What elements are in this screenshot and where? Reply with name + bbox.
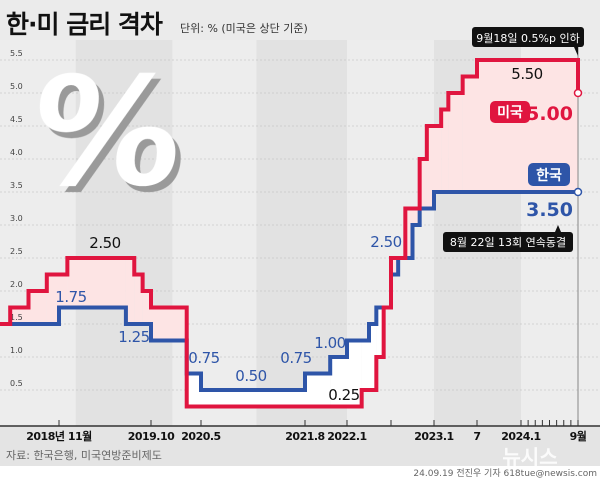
y-tick-label: 1.5	[10, 313, 23, 322]
korea-hold-callout: 8월 22일 13회 연속동결	[443, 225, 573, 252]
us-badge: 미국	[490, 101, 530, 123]
x-axis-band	[0, 426, 600, 466]
gap-segment	[151, 307, 187, 341]
gap-segment	[391, 258, 399, 275]
gap-segment	[361, 340, 369, 390]
series-lines	[0, 58, 583, 409]
us-current-value: 5.00	[526, 103, 573, 125]
label-kr-0-75a: 0.75	[188, 349, 219, 367]
x-tick-label: 2018년 11월	[26, 429, 92, 443]
x-tick-label: 2024.1	[501, 430, 540, 443]
year-band	[0, 40, 76, 426]
gap-segment	[28, 291, 47, 324]
gap-segment	[376, 307, 384, 357]
x-tick-label: 2023.1	[414, 430, 453, 443]
x-tick-label: 2020.5	[181, 430, 220, 443]
label-us-peak: 5.50	[511, 65, 542, 83]
percent-mark: %	[23, 45, 192, 220]
x-tick-label: 7	[473, 430, 480, 443]
korea-hold-text: 8월 22일 13회 연속동결	[450, 235, 566, 249]
label-kr-1-75: 1.75	[55, 288, 86, 306]
y-tick-label: 3.5	[10, 181, 23, 190]
gap-segment	[10, 307, 29, 324]
x-tick-label: 2022.1	[327, 430, 366, 443]
gap-segment	[405, 208, 413, 258]
gap-segment	[347, 340, 362, 407]
gap-segment	[426, 126, 434, 209]
label-kr-2-50: 2.50	[370, 233, 401, 251]
label-kr-1-00: 1.00	[314, 334, 345, 352]
gap-segment	[434, 126, 442, 192]
y-axis: 0.5 1.0 1.5 2.0 2.5 3.0 3.5 4.0 4.5 5.0 5.5	[10, 49, 23, 388]
x-axis: 2018년 11월 2019.10 2020.5 2021.8 2022.1 2023.1…	[26, 420, 587, 443]
x-tick-label: 2021.8	[285, 430, 324, 443]
korea-badge-label: 한국	[536, 168, 562, 184]
unit-note: 단위: % (미국은 상단 기준)	[180, 22, 308, 35]
us-badge-label: 미국	[497, 105, 523, 121]
label-kr-0-50: 0.50	[235, 367, 266, 385]
newsis-watermark: 뉴시스	[502, 445, 557, 469]
credit-strip	[0, 466, 600, 478]
y-tick-label: 0.5	[10, 379, 23, 388]
gap-segment	[134, 274, 143, 324]
gap-segment	[67, 258, 126, 308]
korea-badge: 한국	[528, 163, 570, 186]
page-title: 한·미 금리 격차	[6, 10, 163, 39]
us-cut-text: 9월18일 0.5%p 인하	[476, 31, 579, 45]
year-bands	[0, 40, 600, 426]
gap-segment	[305, 373, 331, 407]
gap-segment	[441, 109, 449, 192]
gap-segment	[186, 373, 201, 407]
gap-segment	[330, 357, 347, 407]
y-tick-label: 3.0	[10, 214, 23, 223]
gap-segment	[448, 93, 463, 192]
x-tick-label: 9월	[570, 429, 587, 443]
label-kr-1-25: 1.25	[118, 328, 149, 346]
y-tick-label: 2.0	[10, 280, 23, 289]
gap-segment	[59, 274, 68, 308]
label-us-0-25: 0.25	[328, 386, 359, 404]
gap-segment	[201, 390, 305, 407]
gap-segment	[142, 291, 151, 324]
korea-end-marker	[573, 187, 583, 197]
gap-segment	[419, 159, 427, 209]
korea-current-value: 3.50	[526, 199, 573, 221]
us-end-marker	[573, 88, 583, 98]
gap-segment	[369, 324, 377, 390]
gap-fill	[10, 60, 578, 407]
us-rate-line	[0, 58, 580, 409]
gap-segment	[125, 258, 135, 324]
label-us-2018-peak: 2.50	[89, 234, 120, 252]
x-tick-label: 2019.10	[128, 430, 175, 443]
y-tick-label: 4.5	[10, 115, 23, 124]
y-tick-label: 1.0	[10, 346, 23, 355]
gap-segment	[46, 274, 59, 324]
gap-segment	[462, 76, 477, 192]
label-kr-0-75b: 0.75	[280, 349, 311, 367]
gap-segment	[412, 208, 420, 225]
y-tick-label: 4.0	[10, 148, 23, 157]
y-tick-label: 2.5	[10, 247, 23, 256]
korea-rate-line	[0, 190, 578, 392]
source-note: 자료: 한국은행, 미국연방준비제도	[6, 449, 162, 462]
y-tick-label: 5.5	[10, 49, 23, 58]
us-cut-callout: 9월18일 0.5%p 인하	[472, 27, 584, 56]
year-band	[75, 40, 173, 426]
credit-note: 24.09.19 전진우 기자 618tue@newsis.com	[413, 468, 597, 478]
y-tick-label: 5.0	[10, 82, 23, 91]
